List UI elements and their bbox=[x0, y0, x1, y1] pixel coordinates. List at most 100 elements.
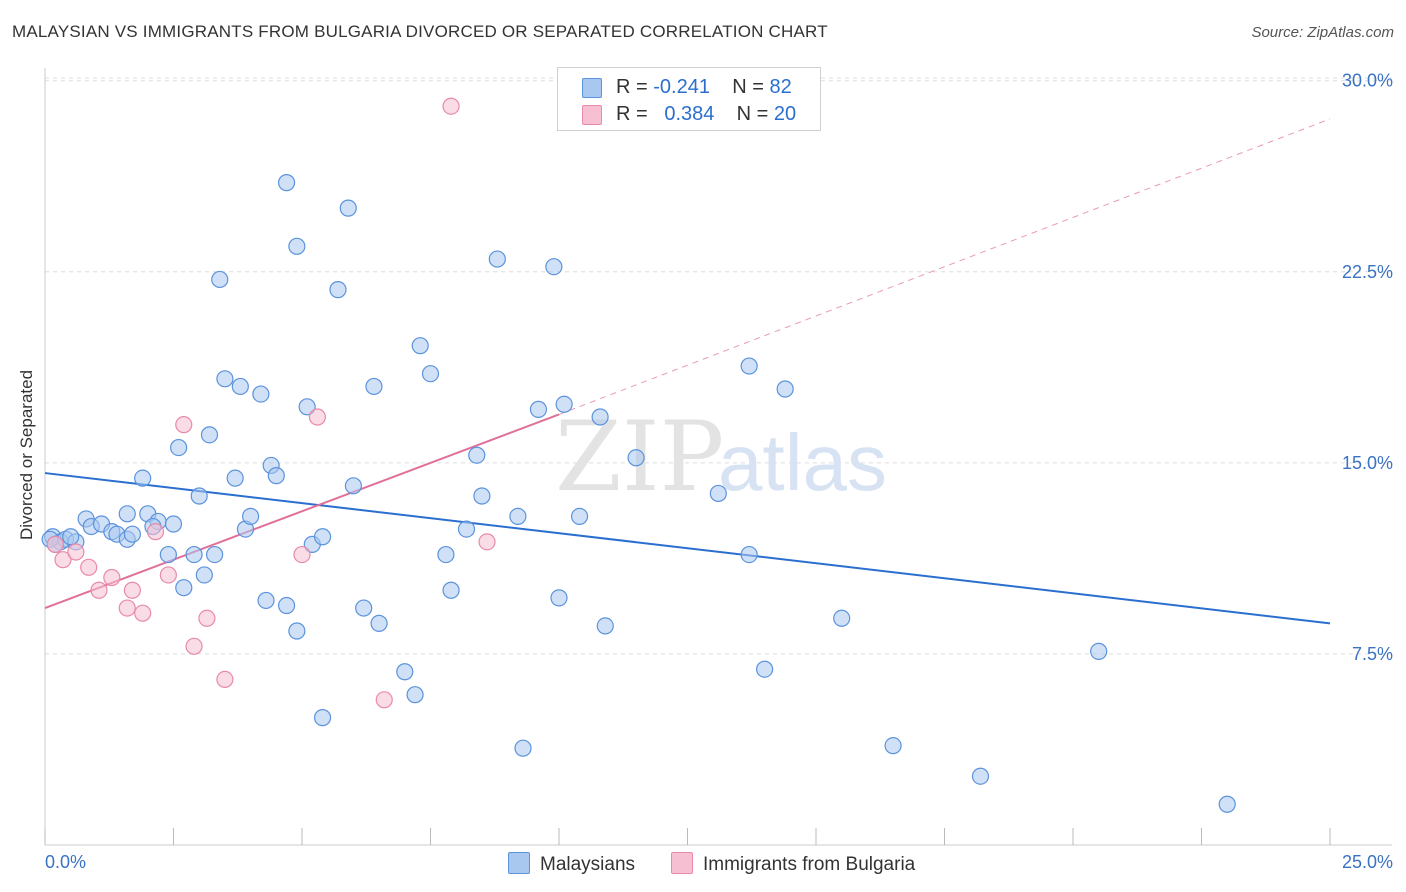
legend-swatch-blue bbox=[508, 852, 530, 874]
point-bulgaria bbox=[293, 545, 311, 564]
legend-n-label: N = bbox=[736, 103, 769, 125]
point-malaysians bbox=[313, 528, 332, 546]
watermark-atlas: atlas bbox=[718, 418, 887, 507]
point-malaysians bbox=[971, 767, 990, 785]
y-tick-label: 7.5% bbox=[1352, 644, 1393, 664]
point-malaysians bbox=[200, 426, 219, 444]
grid-lines bbox=[45, 77, 1392, 655]
point-malaysians bbox=[570, 507, 589, 525]
legend-swatch-pink bbox=[671, 852, 693, 874]
point-malaysians bbox=[257, 591, 275, 610]
point-bulgaria bbox=[308, 408, 327, 426]
point-malaysians bbox=[709, 484, 727, 503]
point-malaysians bbox=[627, 449, 645, 467]
point-bulgaria bbox=[478, 533, 496, 551]
point-malaysians bbox=[884, 737, 902, 755]
y-tick-label: 22.5% bbox=[1342, 262, 1393, 282]
point-bulgaria bbox=[185, 637, 203, 655]
point-malaysians bbox=[170, 438, 188, 457]
y-axis-label: Divorced or Separated bbox=[17, 370, 36, 540]
bottom-legend-malaysians: Malaysians bbox=[508, 852, 635, 876]
point-malaysians bbox=[277, 596, 296, 615]
point-bulgaria bbox=[175, 416, 193, 434]
point-bulgaria bbox=[103, 568, 121, 587]
y-tick-label: 15.0% bbox=[1342, 453, 1393, 473]
point-malaysians bbox=[370, 614, 388, 632]
point-bulgaria bbox=[54, 551, 72, 569]
legend-n-value: 20 bbox=[773, 103, 797, 125]
point-malaysians bbox=[550, 589, 568, 607]
point-malaysians bbox=[740, 357, 758, 375]
point-malaysians bbox=[206, 545, 224, 564]
point-malaysians bbox=[442, 581, 460, 599]
bottom-legend-bulgaria: Immigrants from Bulgaria bbox=[671, 852, 915, 876]
point-malaysians bbox=[755, 660, 774, 678]
point-malaysians bbox=[529, 400, 548, 418]
point-malaysians bbox=[164, 515, 183, 533]
legend-label: Immigrants from Bulgaria bbox=[703, 854, 916, 875]
point-malaysians bbox=[365, 377, 383, 396]
trend-lines bbox=[44, 118, 1331, 625]
point-malaysians bbox=[231, 377, 249, 396]
point-malaysians bbox=[355, 599, 373, 617]
point-malaysians bbox=[488, 250, 506, 268]
point-malaysians bbox=[288, 622, 306, 640]
point-bulgaria bbox=[123, 581, 141, 599]
point-malaysians bbox=[252, 385, 270, 403]
point-malaysians bbox=[457, 520, 476, 538]
point-malaysians bbox=[216, 370, 234, 388]
point-malaysians bbox=[396, 663, 414, 681]
point-malaysians bbox=[242, 507, 260, 525]
legend-r-value: -0.241 bbox=[653, 76, 710, 98]
point-malaysians bbox=[298, 398, 316, 416]
point-bulgaria bbox=[375, 691, 393, 709]
point-malaysians bbox=[591, 408, 609, 426]
legend-n-label: N = bbox=[732, 76, 764, 98]
point-malaysians bbox=[211, 270, 229, 289]
legend-label: Malaysians bbox=[540, 854, 636, 875]
point-bulgaria bbox=[118, 599, 136, 617]
chart-title: MALAYSIAN VS IMMIGRANTS FROM BULGARIA DI… bbox=[12, 22, 828, 41]
legend-r-label: R = bbox=[616, 76, 648, 98]
point-malaysians bbox=[1090, 642, 1108, 660]
stats-legend: R = -0.241 N = 82 R = 0.384 N = 20 bbox=[557, 67, 821, 131]
point-malaysians bbox=[313, 709, 332, 727]
y-tick-label: 30.0% bbox=[1342, 71, 1393, 91]
point-malaysians bbox=[833, 609, 851, 627]
point-malaysians bbox=[118, 505, 136, 523]
point-malaysians bbox=[159, 545, 177, 564]
point-malaysians bbox=[175, 579, 193, 597]
point-bulgaria bbox=[159, 566, 177, 584]
point-bulgaria bbox=[146, 523, 165, 541]
axes bbox=[44, 68, 1392, 846]
trend-line-bulgaria bbox=[44, 413, 560, 610]
point-malaysians bbox=[195, 566, 213, 584]
point-malaysians bbox=[596, 617, 614, 635]
point-malaysians bbox=[134, 469, 152, 487]
point-bulgaria bbox=[80, 558, 98, 576]
point-bulgaria bbox=[134, 604, 152, 622]
trend-line-malaysians bbox=[44, 472, 1331, 625]
point-malaysians bbox=[421, 365, 440, 383]
point-malaysians bbox=[776, 380, 794, 398]
tick-labels: 7.5% 15.0% 22.5% 30.0% 0.0% 25.0% bbox=[45, 71, 1393, 872]
point-malaysians bbox=[473, 487, 491, 505]
point-malaysians bbox=[1218, 795, 1236, 813]
trend-line-bulgaria-extension bbox=[558, 118, 1331, 415]
legend-r-label: R = bbox=[616, 103, 648, 125]
legend-r-value: 0.384 bbox=[664, 103, 715, 125]
source-label: Source: ZipAtlas.com bbox=[1251, 24, 1394, 41]
point-malaysians bbox=[514, 739, 532, 757]
point-malaysians bbox=[190, 487, 208, 505]
legend-n-value: 82 bbox=[769, 76, 792, 98]
point-malaysians bbox=[185, 545, 203, 564]
point-malaysians bbox=[344, 477, 362, 495]
point-malaysians bbox=[339, 199, 357, 217]
point-bulgaria bbox=[90, 581, 108, 599]
point-bulgaria bbox=[46, 535, 64, 553]
point-malaysians bbox=[288, 237, 306, 255]
point-malaysians bbox=[277, 174, 296, 192]
x-tick-label: 25.0% bbox=[1342, 852, 1393, 872]
point-bulgaria bbox=[442, 97, 460, 115]
